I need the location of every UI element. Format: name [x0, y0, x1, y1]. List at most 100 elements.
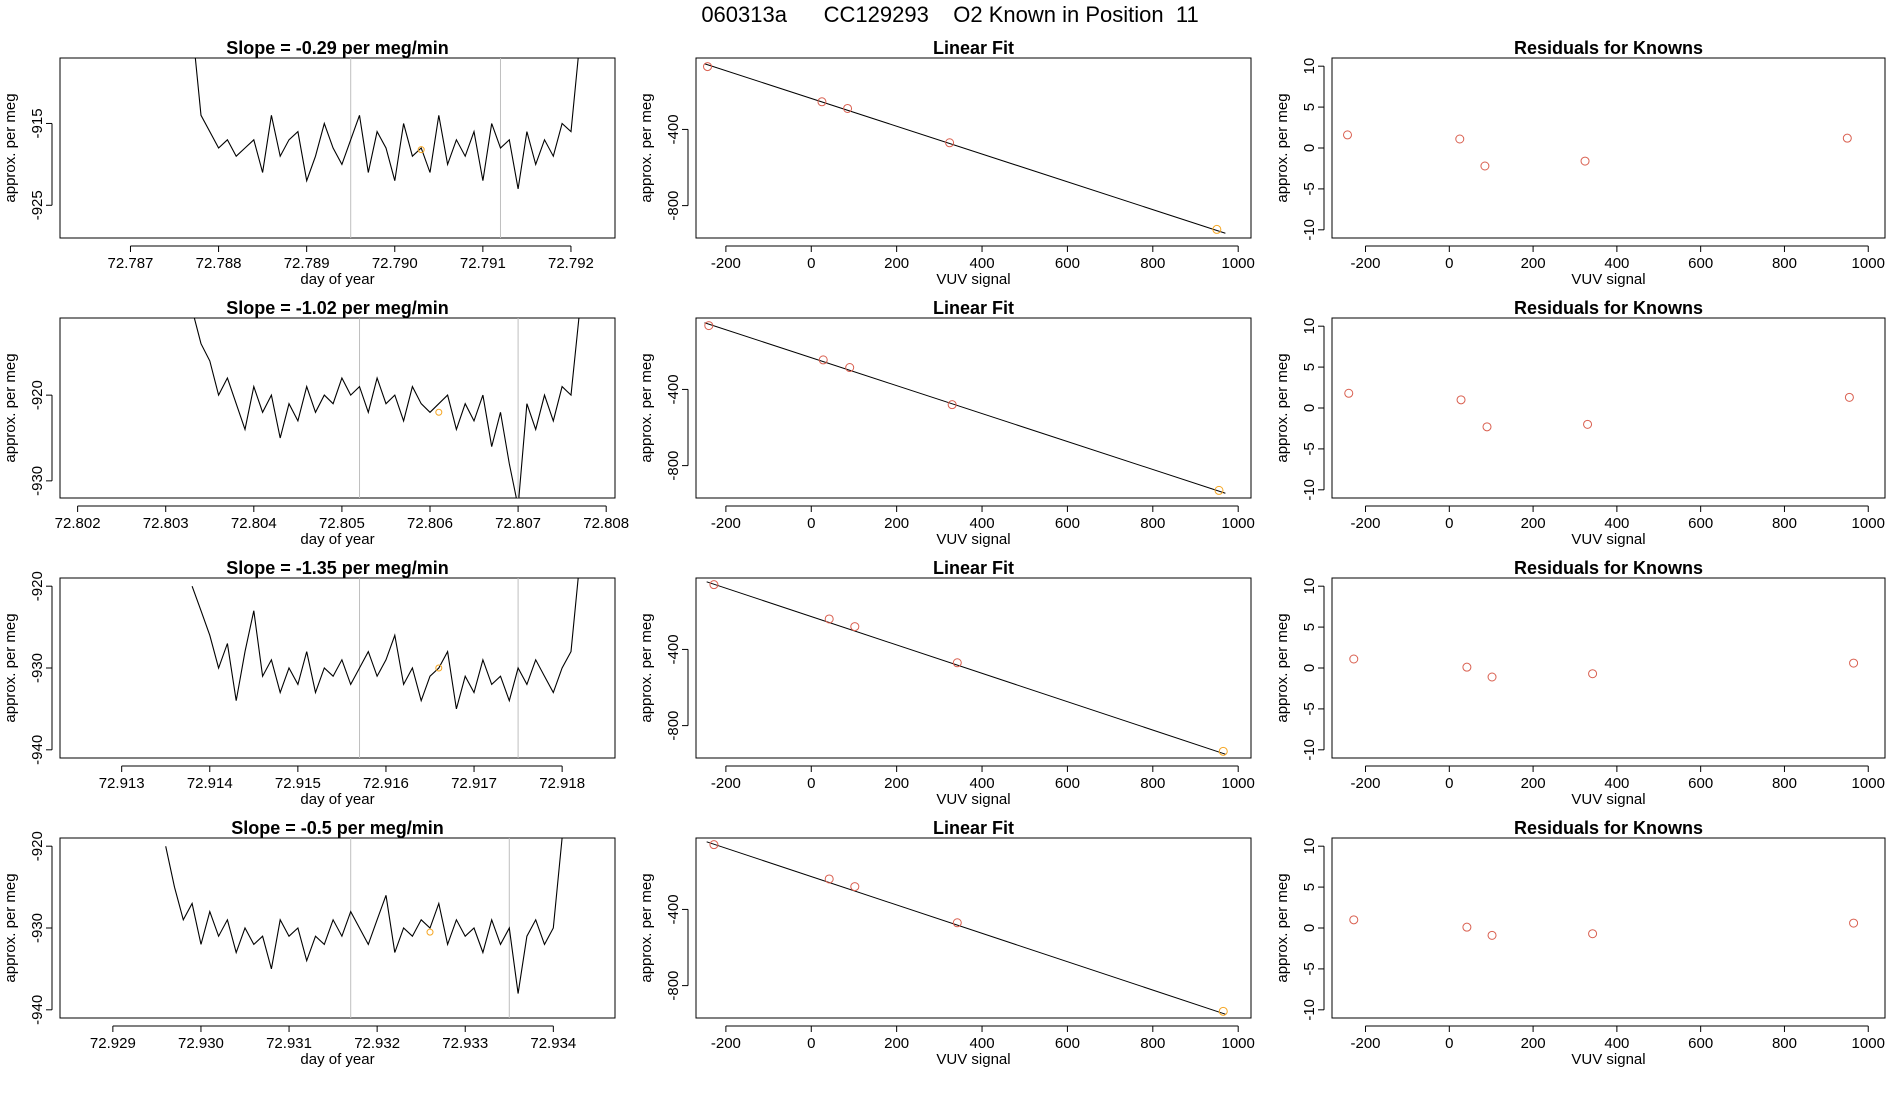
chart-3-3-y-tick-label: -5	[1301, 702, 1318, 715]
chart-4-1-x-tick-label: 72.929	[90, 1035, 136, 1052]
chart-3-2-x-tick-label: 200	[884, 775, 909, 792]
chart-1-3-x-tick-label: 0	[1445, 255, 1453, 272]
chart-3-3-x-tick-label: 400	[1604, 775, 1629, 792]
chart-1-3-x-tick-label: 400	[1604, 255, 1629, 272]
chart-3-1-x-tick-label: 72.914	[187, 775, 233, 792]
chart-3-1-y-tick-label: -920	[29, 571, 46, 601]
chart-3-1-y-tick-label: -930	[29, 653, 46, 683]
chart-2-2-y-label: approx. per meg	[638, 353, 655, 462]
chart-2-3-x-tick-label: 1000	[1852, 515, 1885, 532]
chart-2-2-x-tick-label: 600	[1055, 515, 1080, 532]
chart-4-3-frame	[1331, 837, 1886, 1019]
chart-4-1-x-label: day of year	[300, 1051, 374, 1068]
chart-4-2-x-tick-label: 400	[970, 1035, 995, 1052]
chart-3-2-x-tick-label: 1000	[1222, 775, 1255, 792]
chart-2-2-x-tick-label: 800	[1140, 515, 1165, 532]
chart-4-2-fit-line	[706, 841, 1226, 1015]
chart-1-3-x-label: VUV signal	[1571, 271, 1645, 288]
chart-3-3-y-tick-label: 0	[1301, 664, 1318, 672]
chart-4-1-y-tick-label: -930	[29, 913, 46, 943]
chart-2-2-data-point	[704, 321, 714, 331]
chart-1-3-y-tick-label: -5	[1301, 182, 1318, 195]
chart-3-2-data-point	[850, 622, 860, 632]
chart-4-3-data-point	[1349, 915, 1359, 925]
chart-3-2-data-point	[952, 658, 962, 668]
chart-1-2-data-point	[843, 103, 853, 113]
chart-4-1-series-line	[165, 838, 563, 994]
chart-2-2-frame	[695, 317, 1252, 499]
chart-1-1-title: Slope = -0.29 per meg/min	[226, 38, 449, 58]
chart-3-2-title: Linear Fit	[933, 558, 1014, 578]
chart-2-3-y-label: approx. per meg	[1274, 353, 1291, 462]
chart-1-1-y-tick-label: -915	[29, 108, 46, 138]
chart-4-1-x-tick-label: 72.930	[178, 1035, 224, 1052]
chart-2-2-x-label: VUV signal	[936, 531, 1010, 548]
chart-1-1-frame	[59, 57, 616, 239]
chart-3-2-data-point	[1218, 746, 1228, 756]
chart-4-1-x-tick-label: 72.931	[266, 1035, 312, 1052]
chart-3-3-x-tick-label: 600	[1688, 775, 1713, 792]
chart-1-1-x-tick-label: 72.791	[460, 255, 506, 272]
chart-2-3-data-point	[1583, 419, 1593, 429]
chart-1-3-y-label: approx. per meg	[1274, 93, 1291, 202]
chart-2-3-x-tick-label: 200	[1521, 515, 1546, 532]
chart-2-3-y-tick-label: 0	[1301, 404, 1318, 412]
chart-3-2-x-tick-label: 400	[970, 775, 995, 792]
chart-4-1-title: Slope = -0.5 per meg/min	[231, 818, 444, 838]
chart-2-2-data-point	[1214, 485, 1224, 495]
chart-1-1-x-tick-label: 72.792	[548, 255, 594, 272]
chart-2-2-x-tick-label: 200	[884, 515, 909, 532]
chart-2-1-series-line	[193, 318, 580, 498]
chart-1-3-data-point	[1842, 133, 1852, 143]
chart-4-3-title: Residuals for Knowns	[1514, 818, 1703, 838]
chart-3-3-data-point	[1487, 672, 1497, 682]
chart-2-3-data-point	[1844, 392, 1854, 402]
chart-3-2-x-tick-label: 0	[807, 775, 815, 792]
chart-4-2-x-label: VUV signal	[936, 1051, 1010, 1068]
chart-4-2-data-point	[709, 840, 719, 850]
chart-3-3-data-point	[1588, 669, 1598, 679]
chart-2-3-y-tick-label: 5	[1301, 363, 1318, 371]
chart-1-1-y-label: approx. per meg	[2, 93, 19, 202]
chart-4-3-data-point	[1588, 929, 1598, 939]
chart-4-1-x-tick-label: 72.932	[354, 1035, 400, 1052]
chart-2-3-data-point	[1344, 388, 1354, 398]
chart-4-2-data-point	[850, 882, 860, 892]
chart-1-3-frame	[1331, 57, 1886, 239]
chart-2-2-data-point	[845, 363, 855, 373]
chart-3-3-title: Residuals for Knowns	[1514, 558, 1703, 578]
chart-2-1-x-tick-label: 72.803	[143, 515, 189, 532]
chart-3-2-x-tick-label: 800	[1140, 775, 1165, 792]
chart-2-3-x-label: VUV signal	[1571, 531, 1645, 548]
chart-1-2-frame	[695, 57, 1252, 239]
chart-2-2-x-tick-label: 0	[807, 515, 815, 532]
chart-2-2-x-tick-label: 1000	[1222, 515, 1255, 532]
chart-2-1-x-tick-label: 72.807	[495, 515, 541, 532]
chart-4-2-x-tick-label: 800	[1140, 1035, 1165, 1052]
chart-1-2-fit-line	[704, 63, 1226, 234]
chart-1-3-x-tick-label: 800	[1772, 255, 1797, 272]
chart-4-3-x-tick-label: 0	[1445, 1035, 1453, 1052]
chart-4-1-frame	[59, 837, 616, 1019]
chart-4-1-highlight-point	[426, 928, 434, 936]
chart-2-2-data-point	[818, 355, 828, 365]
chart-1-3-x-tick-label: -200	[1350, 255, 1380, 272]
chart-1-2-x-tick-label: 800	[1140, 255, 1165, 272]
chart-2-2-fit-line	[704, 322, 1226, 494]
chart-3-1-title: Slope = -1.35 per meg/min	[226, 558, 449, 578]
chart-1-2-data-point	[1212, 224, 1222, 234]
chart-2-1-x-tick-label: 72.805	[319, 515, 365, 532]
chart-4-3-x-tick-label: -200	[1350, 1035, 1380, 1052]
chart-3-3-x-tick-label: -200	[1350, 775, 1380, 792]
chart-3-1-x-tick-label: 72.917	[451, 775, 497, 792]
chart-4-3-data-point	[1849, 918, 1859, 928]
chart-4-3-x-tick-label: 1000	[1852, 1035, 1885, 1052]
chart-4-3-y-tick-label: 0	[1301, 924, 1318, 932]
chart-2-3-x-tick-label: 800	[1772, 515, 1797, 532]
chart-4-2-x-tick-label: 0	[807, 1035, 815, 1052]
chart-4-3-y-tick-label: -10	[1301, 999, 1318, 1021]
chart-3-3-data-point	[1349, 654, 1359, 664]
chart-2-2-y-tick-label: -800	[665, 451, 682, 481]
chart-3-3-y-label: approx. per meg	[1274, 613, 1291, 722]
